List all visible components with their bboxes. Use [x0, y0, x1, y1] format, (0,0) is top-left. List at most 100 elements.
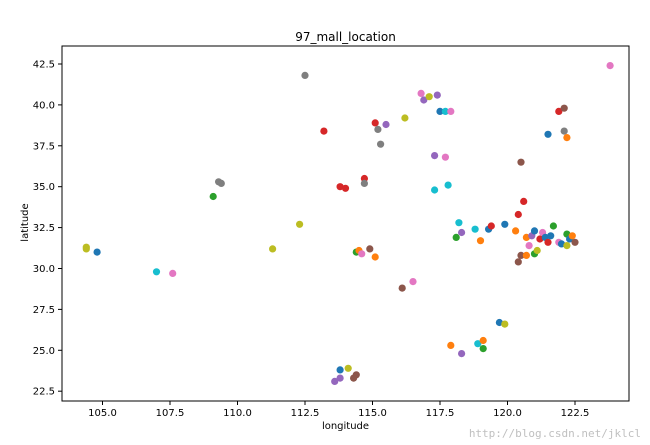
- x-axis: 105.0 107.5 110.0 112.5 115.0 117.5 120.0 122.5: [88, 401, 589, 419]
- scatter-point: [520, 197, 528, 205]
- scatter-point: [341, 184, 350, 192]
- scatter-point: [320, 127, 328, 135]
- y-tick-label: 25.0: [33, 346, 55, 357]
- scatter-point: [568, 232, 576, 240]
- scatter-point: [447, 107, 455, 115]
- scatter-point: [530, 227, 539, 235]
- scatter-point: [336, 183, 344, 191]
- y-tick-label: 30.0: [33, 264, 55, 275]
- scatter-point: [533, 246, 541, 255]
- scatter-point: [425, 93, 433, 101]
- scatter-point: [217, 179, 225, 187]
- y-tick-label: 35.0: [33, 182, 55, 193]
- scatter-point: [366, 245, 374, 253]
- x-tick-label: 115.0: [358, 408, 387, 419]
- scatter-point: [544, 130, 552, 138]
- scatter-point: [514, 258, 522, 266]
- scatter-point: [544, 238, 552, 246]
- scatter-point: [547, 232, 555, 240]
- scatter-point: [555, 107, 563, 115]
- scatter-point: [476, 237, 485, 245]
- scatter-point: [409, 278, 417, 286]
- scatter-point: [563, 134, 571, 142]
- scatter-point: [514, 210, 522, 219]
- points-layer: [82, 62, 614, 385]
- x-tick-label: 105.0: [88, 408, 117, 419]
- scatter-point: [431, 186, 439, 194]
- scatter-point: [455, 219, 463, 227]
- watermark: http://blog.csdn.net/jklcl: [469, 427, 641, 440]
- scatter-point: [495, 318, 503, 327]
- scatter-point: [436, 107, 444, 115]
- y-tick-label: 32.5: [33, 223, 55, 234]
- scatter-point: [517, 251, 525, 259]
- x-tick-label: 107.5: [156, 408, 185, 419]
- y-tick-label: 27.5: [33, 305, 55, 316]
- scatter-point: [536, 235, 544, 243]
- scatter-point: [522, 251, 531, 259]
- scatter-point: [417, 89, 425, 97]
- scatter-point: [371, 119, 379, 127]
- scatter-point: [374, 125, 382, 133]
- scatter-point: [82, 245, 90, 253]
- scatter-point: [474, 340, 482, 348]
- scatter-point: [444, 181, 452, 189]
- scatter-point: [563, 242, 571, 250]
- scatter-point: [525, 242, 533, 250]
- scatter-point: [431, 152, 439, 160]
- scatter-point: [522, 233, 531, 241]
- scatter-point: [269, 245, 277, 253]
- scatter-point: [560, 104, 568, 112]
- y-tick-label: 22.5: [33, 387, 55, 398]
- scatter-point: [501, 320, 509, 328]
- scatter-point: [344, 364, 352, 372]
- scatter-point: [487, 222, 495, 230]
- y-tick-label: 40.0: [33, 100, 55, 111]
- scatter-point: [571, 238, 579, 246]
- scatter-point: [441, 107, 449, 115]
- y-tick-label: 42.5: [33, 59, 55, 70]
- y-tick-label: 37.5: [33, 141, 55, 152]
- x-tick-label: 120.0: [493, 408, 522, 419]
- scatter-point: [93, 248, 101, 256]
- scatter-point: [169, 269, 177, 277]
- scatter-point: [560, 127, 568, 135]
- scatter-point: [331, 377, 339, 385]
- chart-title: 97_mall_location: [295, 30, 396, 44]
- y-axis-label: latitude: [20, 203, 31, 241]
- scatter-point: [420, 96, 428, 104]
- scatter-point: [382, 120, 390, 129]
- scatter-point: [549, 222, 558, 230]
- scatter-point: [606, 62, 614, 70]
- scatter-point: [479, 336, 487, 345]
- scatter-point: [336, 374, 344, 382]
- scatter-point: [441, 153, 449, 161]
- x-tick-label: 122.5: [561, 408, 590, 419]
- x-tick-label: 110.0: [223, 408, 252, 419]
- scatter-point: [152, 268, 161, 276]
- scatter-point: [360, 179, 368, 187]
- scatter-point: [398, 284, 406, 292]
- y-axis: 22.5 25.0 27.5 30.0 32.5 35.0 37.5 40.0 42.5: [33, 59, 62, 398]
- scatter-point: [433, 91, 441, 99]
- scatter-point: [452, 233, 460, 241]
- scatter-point: [458, 350, 466, 358]
- scatter-point: [358, 250, 366, 258]
- scatter-point: [209, 192, 217, 201]
- scatter-point: [401, 114, 409, 122]
- scatter-point: [352, 371, 360, 379]
- scatter-point: [301, 71, 309, 79]
- scatter-point: [377, 140, 385, 148]
- scatter-point: [447, 341, 455, 349]
- x-tick-label: 112.5: [291, 408, 320, 419]
- x-tick-label: 117.5: [426, 408, 455, 419]
- x-axis-label: longitude: [322, 421, 369, 432]
- scatter-point: [458, 228, 466, 237]
- scatter-point: [501, 220, 509, 228]
- scatter-point: [557, 240, 566, 248]
- scatter-point: [336, 366, 344, 374]
- scatter-point: [371, 253, 379, 261]
- scatter-point: [479, 345, 487, 353]
